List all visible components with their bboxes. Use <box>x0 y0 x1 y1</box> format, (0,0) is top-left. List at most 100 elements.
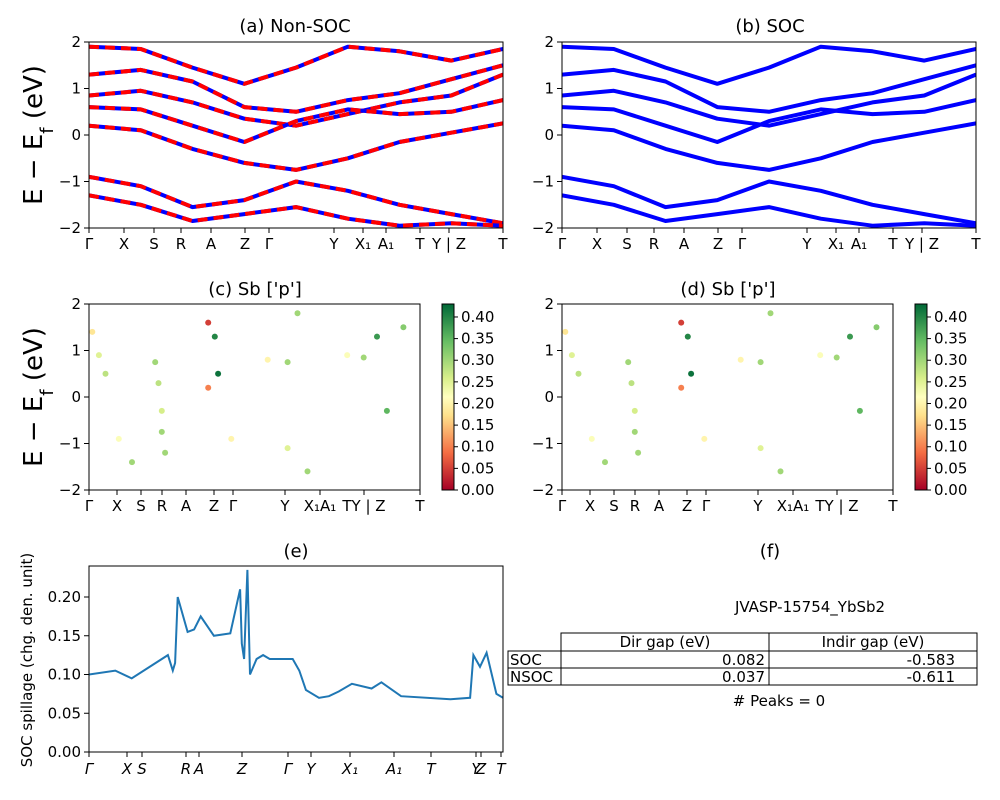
d-point-13 <box>678 384 685 391</box>
b-ytick-label: −1 <box>532 173 554 191</box>
b-xtick-label: R <box>649 235 659 253</box>
a-ytick-label: 2 <box>71 33 81 51</box>
e-spillage-line <box>89 569 503 701</box>
d-point-2 <box>575 370 582 377</box>
c-ytick-label: 0 <box>71 388 81 406</box>
c-point-4 <box>129 459 135 466</box>
c-point-1 <box>95 352 102 359</box>
a-xtick-label: Y <box>328 235 339 253</box>
d-xtick-label: X₁A₁ <box>777 497 810 515</box>
d-point-4 <box>602 459 608 466</box>
b-ytick-label: 0 <box>544 126 554 144</box>
e-frame <box>88 565 504 753</box>
b-band-3 <box>562 98 976 144</box>
e-xtick-label: Z <box>236 760 248 778</box>
e-xtick-label: Z <box>475 760 487 778</box>
panel-e-ylabel: SOC spillage (chg. den. unit) <box>18 553 36 768</box>
b-xtick-label: Y | Z <box>904 235 939 253</box>
b-band-0 <box>562 44 976 86</box>
c-cbar-label: 0.15 <box>461 416 494 434</box>
b-xtick-label: Γ <box>558 235 567 253</box>
e-xtick-label: Y <box>306 760 317 778</box>
panel-c-ylabel: E − Ef (eV) <box>19 327 58 467</box>
d-colorbar <box>914 303 928 491</box>
b-band-4 <box>562 121 976 172</box>
c-xtick-label: Z <box>209 497 219 515</box>
a-band-4 <box>89 121 503 172</box>
d-cbar-label: 0.35 <box>934 330 967 348</box>
c-xtick-label: Γ <box>85 497 94 515</box>
d-frame <box>561 303 894 491</box>
panel-c-plot: 210−1−2Γ X S R A Z Γ Y X₁A₁ TY | Z T0.400.350.300.… <box>59 295 495 515</box>
b-xtick-label: S <box>622 235 632 253</box>
c-point-13 <box>205 384 212 391</box>
d-ytick-label: −2 <box>532 481 554 499</box>
d-cbar-label: 0.15 <box>934 416 967 434</box>
panel-a-non-soc: (a) Non-SOC E − Ef (eV) 210−1−2Γ X S R A Z Γ Y X… <box>19 16 508 253</box>
c-point-9 <box>162 449 169 456</box>
c-point-19 <box>304 468 311 475</box>
c-cbar-label: 0.20 <box>461 394 494 412</box>
table-header-indir-gap: Indir gap (eV) <box>822 633 925 651</box>
a-xtick-label: Y | Z <box>431 235 466 253</box>
gap-table: Dir gap (eV) Indir gap (eV) SOC 0.082 -0.583… <box>507 632 978 686</box>
c-cbar-label: 0.00 <box>461 481 494 499</box>
c-point-6 <box>155 380 162 387</box>
c-point-3 <box>115 435 122 442</box>
d-point-12 <box>688 370 695 377</box>
c-point-17 <box>294 310 301 317</box>
a-band-nsoc-1 <box>89 63 503 114</box>
e-xtick-label: T <box>496 760 507 778</box>
panel-c-projection: (c) Sb ['p'] E − Ef (eV) 210−1−2Γ X S R A Z Γ Y… <box>19 279 494 515</box>
b-xtick-label: T <box>887 235 898 253</box>
a-xtick-label: Γ <box>265 235 274 253</box>
a-xtick-label: A <box>206 235 217 253</box>
d-xtick-label: Γ <box>558 497 567 515</box>
b-xtick-label: A <box>679 235 690 253</box>
c-point-15 <box>264 356 271 363</box>
c-point-8 <box>158 428 165 435</box>
e-xtick-label: X <box>121 760 133 778</box>
e-ytick-label: 0.05 <box>48 704 81 722</box>
table-dir-gap-value: 0.082 <box>722 651 765 669</box>
d-ytick-label: −1 <box>532 435 554 453</box>
c-point-2 <box>102 370 109 377</box>
c-cbar-label: 0.25 <box>461 373 494 391</box>
d-point-23 <box>856 407 863 414</box>
d-cbar-label: 0.00 <box>934 481 967 499</box>
table-indir-gap-value: -0.583 <box>907 651 955 669</box>
c-point-20 <box>344 352 351 359</box>
b-xtick-label: Γ <box>738 235 747 253</box>
c-point-24 <box>400 324 407 331</box>
a-xtick-label: A₁ <box>378 235 394 253</box>
panel-e-plot: 0.200.150.100.050.00Γ X S R A Z Γ Y X₁ A₁ T YZ T <box>48 565 507 778</box>
e-ytick-label: 0.15 <box>48 627 81 645</box>
e-xtick-label: R <box>181 760 191 778</box>
d-cbar-label: 0.20 <box>934 394 967 412</box>
d-cbar-label: 0.10 <box>934 438 967 456</box>
table-indir-gap-value: -0.611 <box>907 668 955 686</box>
e-xtick-label: Γ <box>85 760 95 778</box>
a-xtick-label: Z <box>240 235 250 253</box>
panel-a-title: (a) Non-SOC <box>239 16 350 37</box>
c-xtick-label: A <box>181 497 192 515</box>
d-point-20 <box>817 352 824 359</box>
d-point-17 <box>767 310 774 317</box>
d-point-19 <box>777 468 784 475</box>
c-point-10 <box>205 319 212 326</box>
c-point-5 <box>152 359 159 366</box>
d-point-6 <box>628 380 635 387</box>
e-ytick-label: 0.00 <box>48 743 81 761</box>
a-band-1 <box>89 63 503 114</box>
c-point-22 <box>374 333 380 340</box>
d-xtick-label: X <box>585 497 595 515</box>
b-ytick-label: −2 <box>532 219 554 237</box>
b-xtick-label: X₁ <box>828 235 844 253</box>
d-point-18 <box>757 445 764 452</box>
d-point-1 <box>568 352 575 359</box>
d-xtick-label: TY | Z <box>814 497 858 515</box>
d-point-16 <box>757 359 764 366</box>
c-colorbar <box>441 303 455 491</box>
